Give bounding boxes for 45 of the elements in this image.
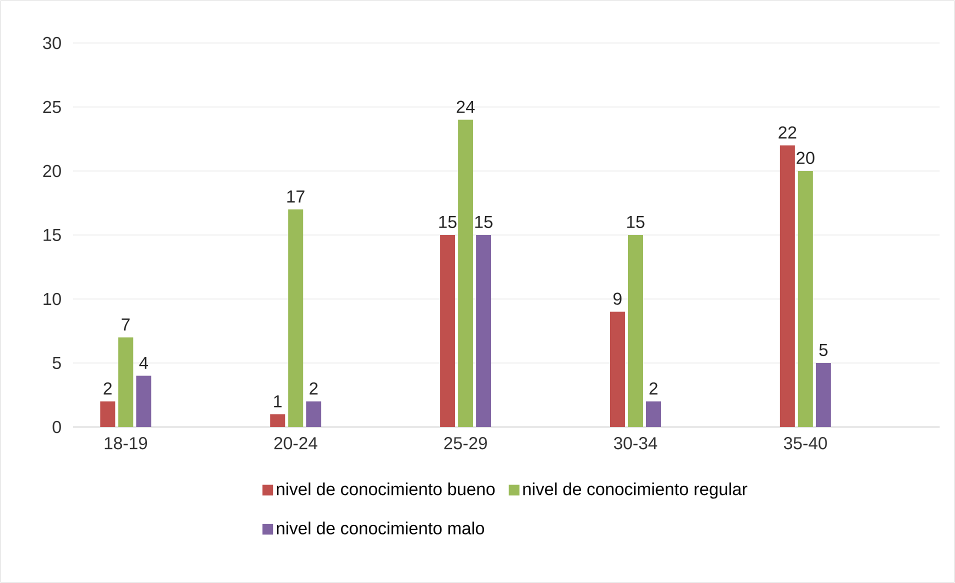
data-label: 2: [104, 382, 112, 394]
x-tick-label: 30-34: [614, 437, 658, 450]
bar: [798, 171, 813, 428]
data-label: 15: [475, 216, 492, 228]
bar: [440, 235, 456, 428]
x-tick-label: 18-19: [104, 437, 148, 450]
legend-label: nivel de conocimiento regular: [523, 482, 748, 499]
data-label: 22: [778, 126, 796, 138]
data-label: 1: [274, 395, 282, 408]
data-label: 20: [796, 152, 814, 164]
bar: [610, 312, 625, 428]
x-tick-label: 35-40: [784, 437, 827, 450]
y-tick-label: 20: [43, 164, 61, 178]
bar: [118, 337, 134, 428]
x-tick-label: 20-24: [274, 437, 318, 450]
data-label: 17: [287, 190, 304, 202]
bar: [270, 414, 286, 428]
bar: [780, 145, 795, 428]
y-tick-label: 25: [43, 100, 61, 114]
data-label: 2: [310, 382, 318, 394]
legend-label: nivel de conocimiento bueno: [276, 482, 495, 496]
y-tick-label: 15: [44, 228, 61, 242]
data-label: 5: [819, 344, 828, 356]
x-tick-label: 25-29: [444, 437, 487, 450]
y-tick-label: 30: [43, 36, 61, 50]
bar: [306, 401, 322, 428]
data-label: 7: [122, 318, 130, 330]
legend-label: nivel de conocimiento malo: [276, 522, 484, 534]
y-tick-label: 0: [52, 420, 61, 434]
data-label: 2: [650, 382, 658, 394]
bar: [288, 209, 304, 428]
y-tick-label: 5: [52, 356, 61, 370]
bar: [100, 401, 116, 428]
data-label: 24: [456, 100, 475, 113]
bar: [136, 376, 152, 428]
data-label: 4: [139, 356, 148, 369]
bar: [458, 120, 474, 428]
bar: [646, 401, 661, 428]
data-label: 15: [627, 216, 644, 228]
bar: [816, 363, 831, 428]
bar: [476, 235, 492, 428]
bar: [628, 235, 643, 428]
data-label: 9: [613, 292, 622, 305]
y-tick-label: 10: [44, 292, 61, 306]
data-label: 15: [439, 216, 456, 228]
